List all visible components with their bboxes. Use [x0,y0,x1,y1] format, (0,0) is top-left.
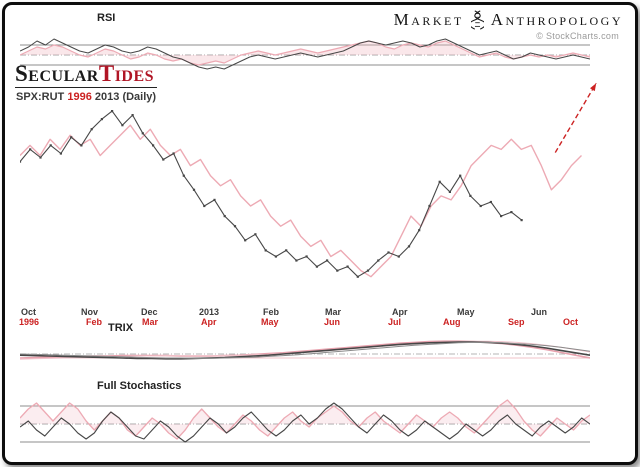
axis-label: Oct [563,317,579,327]
stochastics-chart [20,399,590,443]
rsi-panel-label: RSI [97,12,116,24]
dna-icon [470,10,484,30]
axis-label: May [457,307,475,317]
axis-label: Sep [508,317,525,327]
axis-label: Jun [324,317,341,327]
page-title: SecularTides [15,61,158,88]
subtitle-frequency: (Daily) [122,91,157,103]
subtitle-year-1996: 1996 [67,91,92,103]
title-tides: Tides [98,61,155,86]
trix-chart [20,340,590,360]
axis-label: Dec [141,307,158,317]
axis-label: Mar [142,317,159,327]
subtitle-year-2013: 2013 [94,91,120,103]
main-price-chart [20,82,597,278]
axis-label: Nov [81,307,99,317]
projection-arrow [554,82,597,153]
axis-label: Jul [388,317,402,327]
axis-label: Jun [531,307,548,317]
brand-market-text: Market [393,10,464,29]
brand-anthropology-text: Anthropology [490,10,623,29]
axis-label: Oct [21,307,37,317]
title-secular: Secular [15,61,99,86]
axis-label: Feb [86,317,103,327]
rsi-chart [20,38,590,70]
chart-subtitle: SPX:RUT 1996 2013 (Daily) [16,91,156,103]
axis-label: May [261,317,279,327]
axis-label: 1996 [19,317,40,327]
axis-label: Apr [392,307,408,317]
brand-logo: Market Anthropology [394,10,623,30]
axis-label: 2013 [199,307,220,317]
stockcharts-credit: © StockCharts.com [536,31,619,41]
axis-row-1996: 1996 Feb Mar Apr May Jun Jul Aug Sep Oct [5,317,605,328]
axis-label: Mar [325,307,342,317]
subtitle-symbol: SPX:RUT [16,91,65,103]
axis-label: Apr [201,317,217,327]
axis-label: Aug [443,317,461,327]
stochastics-panel-label: Full Stochastics [97,380,182,392]
trix-panel-label: TRIX [108,322,134,334]
axis-label: Feb [263,307,280,317]
axis-row-2013: Oct Nov Dec 2013 Feb Mar Apr May Jun [5,307,605,318]
